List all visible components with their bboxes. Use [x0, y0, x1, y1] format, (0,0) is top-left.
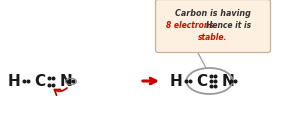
- Text: Hence it is: Hence it is: [206, 20, 251, 29]
- Text: C: C: [196, 74, 207, 89]
- Text: N: N: [60, 74, 73, 89]
- Text: H: H: [8, 74, 21, 89]
- FancyArrowPatch shape: [55, 88, 67, 95]
- Text: N: N: [222, 74, 235, 89]
- Text: stable.: stable.: [198, 32, 228, 41]
- Text: C: C: [34, 74, 45, 89]
- FancyBboxPatch shape: [155, 0, 271, 53]
- Text: H: H: [170, 74, 183, 89]
- Text: 8 electrons.: 8 electrons.: [166, 20, 217, 29]
- Text: Carbon is having: Carbon is having: [175, 8, 251, 17]
